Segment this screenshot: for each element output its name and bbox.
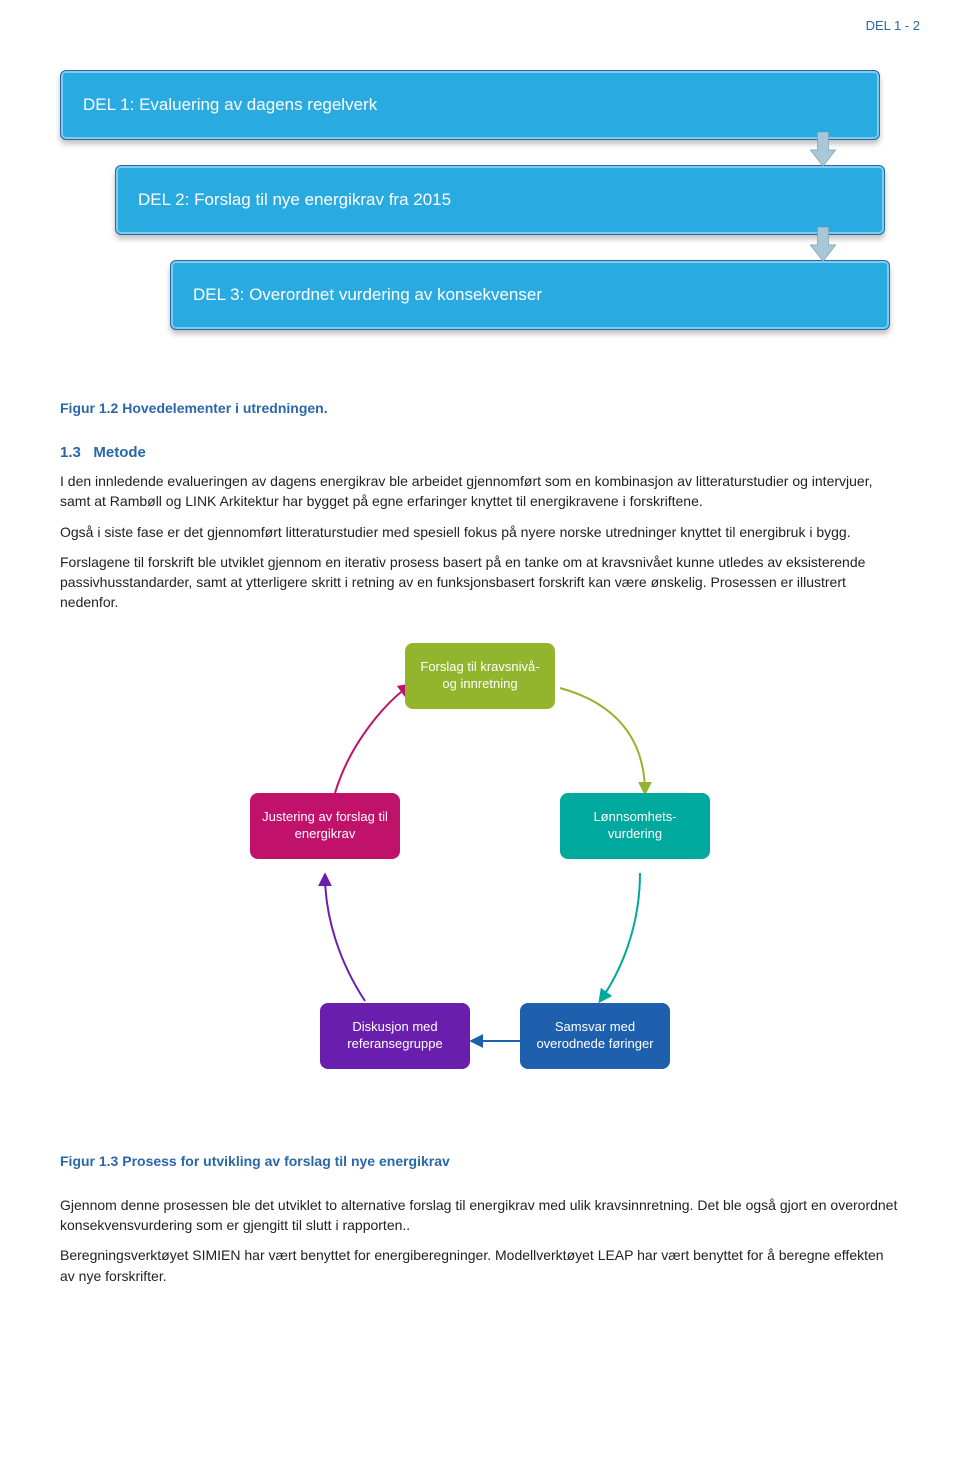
down-arrow-icon xyxy=(805,227,841,263)
stacked-box-label: DEL 1: Evaluering av dagens regelverk xyxy=(83,95,377,115)
cycle-node: Samsvar med overodnede føringer xyxy=(520,1003,670,1069)
page-number-label: DEL 1 - 2 xyxy=(866,18,920,33)
stacked-box: DEL 1: Evaluering av dagens regelverk xyxy=(60,70,880,140)
body-paragraph: Beregningsverktøyet SIMIEN har vært beny… xyxy=(60,1245,900,1286)
cycle-node-label: Samsvar med overodnede føringer xyxy=(530,1019,660,1053)
body-paragraph: Forslagene til forskrift ble utviklet gj… xyxy=(60,552,900,613)
stacked-boxes-figure: DEL 1: Evaluering av dagens regelverk DEL… xyxy=(60,70,900,370)
cycle-node: Justering av forslag til energikrav xyxy=(250,793,400,859)
figure-1-caption: Figur 1.2 Hovedelementer i utredningen. xyxy=(60,400,900,416)
page-root: DEL 1 - 2 DEL 1: Evaluering av dagens re… xyxy=(0,0,960,1459)
body-paragraph: Gjennom denne prosessen ble det utviklet… xyxy=(60,1195,900,1236)
cycle-node: Diskusjon med referansegruppe xyxy=(320,1003,470,1069)
figure-2-caption: Figur 1.3 Prosess for utvikling av forsl… xyxy=(60,1153,900,1169)
cycle-edge xyxy=(600,873,640,1001)
down-arrow-icon xyxy=(805,132,841,168)
stacked-box-label: DEL 3: Overordnet vurdering av konsekven… xyxy=(193,285,542,305)
cycle-node-label: Lønnsomhets-vurdering xyxy=(570,809,700,843)
section-heading: 1.3 Metode xyxy=(60,444,900,461)
cycle-edge xyxy=(325,875,365,1001)
stacked-box: DEL 3: Overordnet vurdering av konsekven… xyxy=(170,260,890,330)
cycle-node: Lønnsomhets-vurdering xyxy=(560,793,710,859)
stacked-box: DEL 2: Forslag til nye energikrav fra 20… xyxy=(115,165,885,235)
cycle-diagram: Forslag til kravsnivå- og innretning Lønn… xyxy=(200,643,760,1123)
section-number: 1.3 xyxy=(60,444,81,461)
stacked-box-label: DEL 2: Forslag til nye energikrav fra 20… xyxy=(138,190,451,210)
section-title: Metode xyxy=(93,444,146,461)
cycle-node-label: Justering av forslag til energikrav xyxy=(260,809,390,843)
cycle-edge xyxy=(560,688,645,793)
cycle-arrows-svg xyxy=(200,643,760,1123)
body-paragraph: I den innledende evalueringen av dagens … xyxy=(60,471,900,512)
cycle-edge xyxy=(335,685,410,793)
body-paragraph: Også i siste fase er det gjennomført lit… xyxy=(60,522,900,542)
cycle-node-label: Diskusjon med referansegruppe xyxy=(330,1019,460,1053)
cycle-node: Forslag til kravsnivå- og innretning xyxy=(405,643,555,709)
cycle-node-label: Forslag til kravsnivå- og innretning xyxy=(415,659,545,693)
